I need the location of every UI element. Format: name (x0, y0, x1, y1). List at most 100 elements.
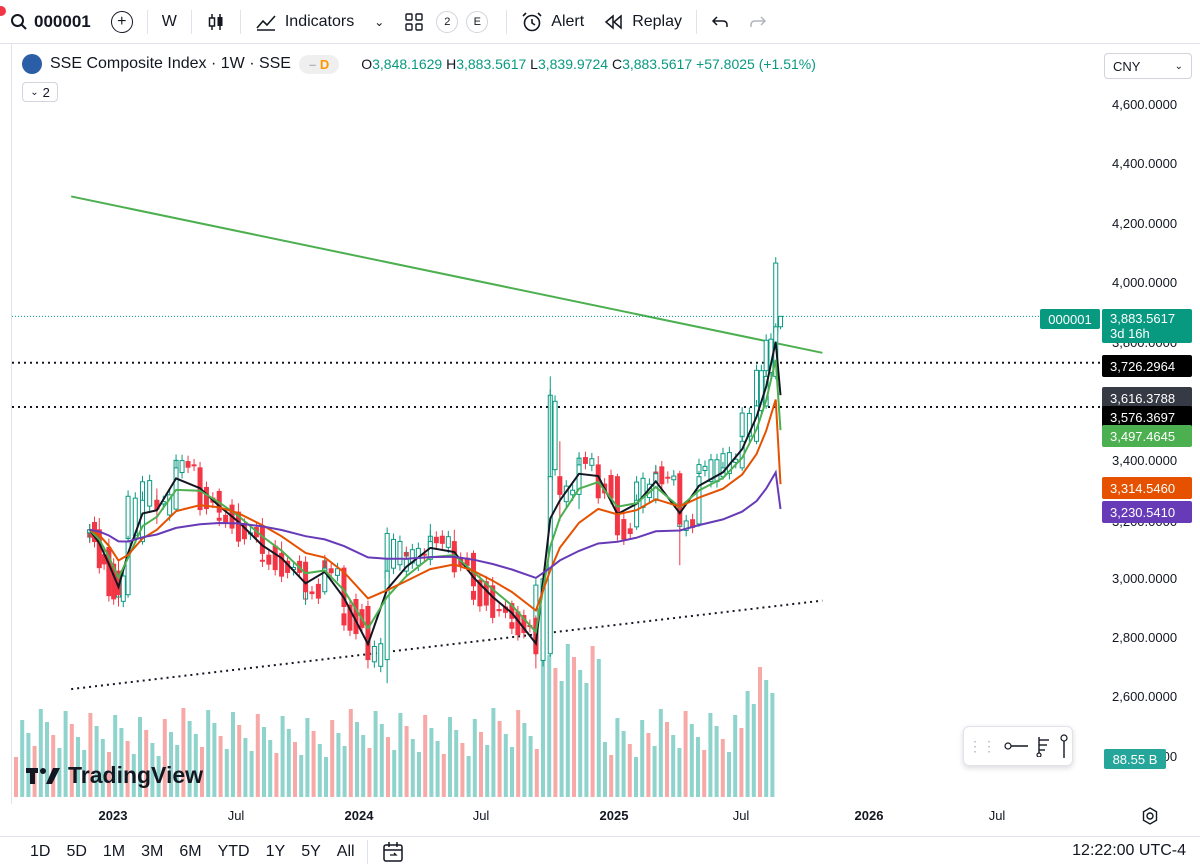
tradingview-logo[interactable]: TradingView (26, 762, 203, 789)
layout-count-badge[interactable]: 2 (436, 10, 459, 33)
redo-button[interactable] (739, 0, 777, 44)
hline-price-tag: 3,726.2964 (1102, 355, 1192, 377)
plus-icon: + (110, 10, 133, 33)
currency-select[interactable]: CNY ⌄ (1104, 53, 1192, 79)
candle-body (335, 568, 341, 576)
volume-bar (20, 720, 25, 797)
clock-timezone[interactable]: 12:22:00 UTC-4 (1072, 842, 1186, 859)
volume-bar (448, 717, 452, 797)
undo-button[interactable] (701, 0, 739, 44)
candle-body (746, 412, 752, 437)
indicator-collapse-button[interactable]: ⌄ 2 (22, 82, 58, 102)
volume-bar (293, 742, 297, 797)
divider (366, 839, 368, 864)
volume-bar (652, 746, 657, 797)
volume-bar (621, 731, 626, 797)
range-1m[interactable]: 1M (102, 842, 126, 860)
candle-body (125, 495, 131, 539)
range-3m[interactable]: 3M (141, 842, 164, 860)
volume-bar (578, 670, 583, 797)
volume-bar (665, 722, 669, 797)
volume-bar (379, 724, 384, 797)
interval-button[interactable]: W (152, 0, 187, 44)
drag-handle-icon[interactable]: ⋮⋮ (968, 737, 996, 754)
volume-bar (162, 719, 167, 797)
symbol-search[interactable]: 000001 (0, 0, 101, 44)
drawing-toolbar: ⋮⋮ (963, 726, 1073, 766)
volume-bar (286, 729, 291, 797)
price-chart[interactable] (0, 0, 1200, 836)
symbol-price-tag: 000001 (1040, 309, 1100, 329)
volume-bar (727, 752, 731, 797)
replay-button[interactable]: Replay (594, 0, 692, 44)
volume-bar (510, 747, 514, 797)
range-ytd[interactable]: YTD (217, 842, 250, 860)
volume-bar (57, 748, 62, 797)
close-value: 3,883.5617 (622, 56, 693, 72)
search-icon (11, 13, 27, 30)
horizontal-ray-icon[interactable] (1004, 741, 1028, 751)
range-5d[interactable]: 5D (66, 842, 87, 860)
open-value: 3,848.1629 (372, 56, 443, 72)
volume-bar (572, 657, 576, 797)
volume-bar (330, 720, 335, 797)
compare-button[interactable]: + (101, 0, 143, 44)
volume-bar (733, 715, 738, 797)
high-key: H (446, 56, 457, 72)
candle-body (315, 583, 321, 599)
left-panel-edge (0, 44, 12, 804)
long-position-icon[interactable] (1036, 735, 1052, 757)
undo-icon (711, 15, 728, 27)
volume-bar (528, 736, 533, 797)
range-6m[interactable]: 6M (179, 842, 202, 860)
volume-bar (150, 743, 155, 797)
gear-icon[interactable] (1140, 806, 1160, 826)
divider (696, 9, 697, 34)
volume-bar (224, 749, 229, 797)
volume-bar (113, 715, 118, 797)
volume-bar (541, 642, 545, 797)
candle-body (203, 486, 209, 510)
layouts-button[interactable]: 2 E (394, 0, 502, 44)
divider (146, 9, 148, 34)
alert-button[interactable]: Alert (511, 0, 594, 44)
range-5y[interactable]: 5Y (301, 842, 321, 860)
calendar-icon[interactable] (382, 841, 404, 863)
legend-title[interactable]: SSE Composite Index · 1W · SSE (50, 55, 291, 72)
volume-bar (522, 723, 527, 797)
tradingview-wordmark: TradingView (68, 762, 204, 788)
moving-average-line (88, 341, 782, 647)
candle-body (378, 643, 384, 667)
time-label: Jul (472, 808, 490, 823)
candle-body (576, 464, 582, 495)
volume-bar (454, 730, 459, 797)
range-all[interactable]: All (336, 842, 355, 860)
volume-bar (547, 655, 552, 797)
candle-body (179, 460, 185, 473)
indicators-button[interactable]: Indicators ⌄ (245, 0, 394, 44)
volume-bar (696, 737, 700, 797)
divider (190, 9, 192, 34)
alert-label: Alert (551, 12, 585, 30)
range-1y[interactable]: 1Y (265, 842, 286, 860)
candle-body (773, 262, 779, 334)
vertical-line-icon[interactable] (1060, 734, 1068, 758)
range-1d[interactable]: 1D (30, 842, 51, 860)
price-label: 3,400.0000 (1112, 453, 1178, 468)
volume-bar (355, 722, 359, 797)
chart-type-button[interactable] (196, 0, 236, 44)
volume-bar (255, 714, 260, 797)
price-label: 4,000.0000 (1112, 275, 1178, 290)
candle-body (259, 526, 265, 554)
volume-bar (373, 711, 378, 797)
data-status-pill[interactable]: – D (298, 54, 340, 74)
tradingview-logo-icon (26, 767, 60, 784)
volume-bar (131, 754, 136, 797)
candle-body (552, 400, 558, 471)
time-label: 2026 (854, 808, 884, 823)
chevron-down-icon: ⌄ (30, 86, 39, 98)
volume-bar (417, 752, 421, 797)
layout-e-badge[interactable]: E (466, 10, 489, 33)
volume-bar (689, 724, 694, 797)
redo-icon (750, 15, 767, 27)
